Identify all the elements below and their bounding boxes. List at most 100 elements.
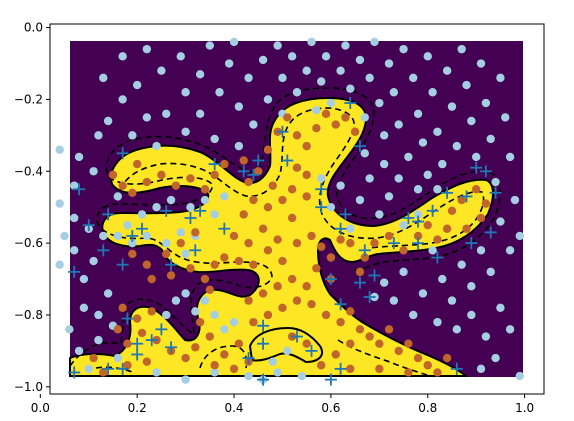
inner-point-43	[307, 231, 316, 241]
outer-point-43	[224, 59, 234, 68]
inner-point-31	[302, 170, 311, 180]
inner-point-106	[195, 317, 205, 327]
outer-point-109	[409, 310, 418, 320]
outer-point-30	[128, 131, 137, 140]
outer-point-90	[476, 59, 486, 68]
support-vector-55	[165, 341, 178, 354]
support-vector-8	[116, 258, 129, 271]
inner-point-88	[471, 185, 481, 194]
inner-point-4	[157, 170, 166, 180]
outer-point-118	[505, 325, 515, 334]
outer-point-152	[181, 249, 190, 259]
support-vector-50	[305, 344, 318, 357]
support-vector-9	[121, 312, 134, 325]
inner-point-102	[200, 274, 210, 284]
inner-point-59	[321, 310, 331, 320]
outer-point-58	[312, 106, 321, 115]
outer-point-115	[467, 310, 476, 320]
outer-point-63	[341, 41, 350, 50]
outer-point-150	[162, 238, 171, 248]
inner-point-81	[399, 246, 408, 255]
outer-point-73	[394, 120, 403, 129]
outer-point-120	[476, 364, 486, 374]
inner-point-116	[147, 307, 156, 316]
support-vector-2	[68, 265, 81, 278]
outer-point-5	[70, 181, 79, 190]
inner-point-72	[346, 339, 355, 348]
support-vector-28	[324, 273, 337, 286]
support-vector-61	[68, 366, 81, 379]
support-vector-21	[281, 154, 294, 167]
inner-point-55	[263, 310, 273, 320]
inner-point-93	[355, 267, 365, 277]
inner-point-92	[346, 238, 355, 248]
margin-line-outer	[69, 87, 502, 367]
inner-point-16	[283, 113, 292, 122]
outer-point-122	[433, 317, 442, 327]
inner-point-8	[200, 185, 210, 194]
outer-point-168	[297, 371, 307, 381]
outer-point-101	[486, 267, 495, 277]
inner-point-52	[258, 289, 268, 298]
inner-point-71	[442, 353, 452, 363]
support-vector-46	[465, 237, 478, 250]
outer-point-102	[476, 246, 486, 255]
y-tick-label: −0.2	[14, 92, 43, 106]
outer-point-23	[113, 192, 123, 201]
outer-point-39	[195, 109, 205, 119]
inner-point-45	[326, 253, 336, 262]
outer-point-125	[433, 185, 442, 194]
outer-point-128	[375, 210, 384, 219]
outer-point-151	[176, 228, 185, 237]
support-vector-33	[358, 244, 371, 257]
inner-point-91	[462, 224, 471, 233]
outer-point-8	[79, 274, 89, 284]
inner-point-17	[292, 131, 302, 140]
inner-point-77	[404, 368, 413, 377]
inner-point-122	[234, 339, 244, 348]
y-tick-label: −0.4	[14, 164, 43, 178]
support-vector-56	[155, 323, 168, 336]
inner-point-96	[162, 249, 171, 259]
inner-point-75	[346, 364, 355, 374]
outer-point-46	[234, 141, 244, 151]
x-axis: 0.0 0.2 0.4 0.6 0.8 1.0	[31, 394, 534, 415]
outer-point-124	[423, 170, 432, 180]
support-vector-15	[208, 158, 221, 171]
support-vector-44	[489, 186, 502, 199]
support-vector-12	[184, 211, 197, 224]
outer-point-133	[326, 203, 336, 212]
y-tick-label: −0.8	[14, 308, 43, 322]
outer-point-27	[118, 52, 127, 61]
inner-point-62	[355, 325, 365, 334]
inner-point-57	[292, 296, 302, 305]
outer-point-41	[210, 134, 219, 144]
outer-point-108	[418, 289, 428, 298]
support-vector-37	[412, 237, 425, 250]
inner-point-113	[123, 339, 132, 348]
support-vector-35	[402, 211, 415, 224]
outer-point-131	[346, 224, 355, 233]
support-vector-20	[276, 125, 289, 138]
inner-point-1	[128, 188, 137, 198]
inner-point-85	[442, 224, 452, 233]
inner-point-105	[205, 285, 215, 295]
outer-point-50	[263, 95, 273, 104]
inner-point-34	[249, 195, 258, 205]
inner-point-70	[433, 368, 442, 377]
inner-point-108	[191, 343, 200, 352]
inner-point-90	[476, 213, 486, 223]
y-tick-label: −1.0	[14, 380, 43, 394]
inner-point-67	[404, 339, 413, 348]
outer-point-81	[433, 127, 442, 136]
inner-point-65	[384, 325, 394, 334]
inner-point-41	[278, 256, 287, 266]
outer-point-17	[94, 335, 103, 345]
outer-point-38	[195, 70, 205, 79]
outer-point-110	[399, 267, 408, 277]
outer-point-138	[360, 149, 370, 158]
outer-point-78	[418, 138, 428, 147]
axes-frame	[49, 23, 545, 395]
inner-point-68	[413, 353, 423, 363]
outer-point-59	[317, 77, 326, 86]
